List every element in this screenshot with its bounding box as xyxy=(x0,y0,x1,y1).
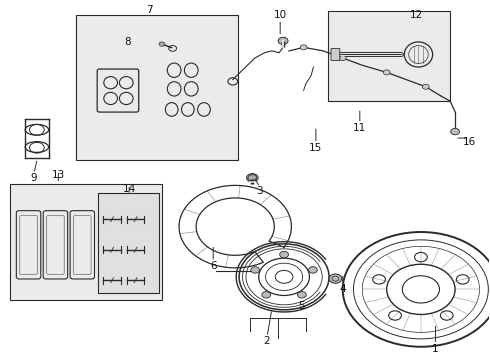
Text: 13: 13 xyxy=(52,170,65,180)
Bar xyxy=(328,12,450,101)
Circle shape xyxy=(422,84,429,89)
Text: 9: 9 xyxy=(30,173,37,183)
Text: 8: 8 xyxy=(124,37,131,47)
Circle shape xyxy=(246,174,258,182)
Circle shape xyxy=(309,267,318,273)
Text: 11: 11 xyxy=(353,123,367,133)
Circle shape xyxy=(451,129,460,135)
Text: 15: 15 xyxy=(309,143,322,153)
Circle shape xyxy=(297,292,306,298)
FancyBboxPatch shape xyxy=(331,48,340,60)
Text: 2: 2 xyxy=(264,336,270,346)
Text: 3: 3 xyxy=(256,186,263,196)
Circle shape xyxy=(251,267,260,273)
Text: 16: 16 xyxy=(463,138,476,147)
Text: 14: 14 xyxy=(122,184,136,194)
Circle shape xyxy=(159,42,165,46)
Bar xyxy=(98,193,159,293)
Circle shape xyxy=(339,55,346,60)
Text: 1: 1 xyxy=(432,343,439,354)
Text: 7: 7 xyxy=(147,5,153,15)
Circle shape xyxy=(278,37,288,44)
Text: 12: 12 xyxy=(409,10,423,20)
Circle shape xyxy=(280,251,289,258)
Text: 4: 4 xyxy=(340,284,346,294)
Text: 6: 6 xyxy=(210,261,217,271)
Circle shape xyxy=(329,274,342,283)
Text: 10: 10 xyxy=(273,10,287,20)
Bar xyxy=(10,184,162,300)
Circle shape xyxy=(383,70,390,75)
Circle shape xyxy=(262,292,270,298)
Circle shape xyxy=(300,45,307,50)
Bar xyxy=(76,15,238,160)
Text: 5: 5 xyxy=(298,301,304,311)
